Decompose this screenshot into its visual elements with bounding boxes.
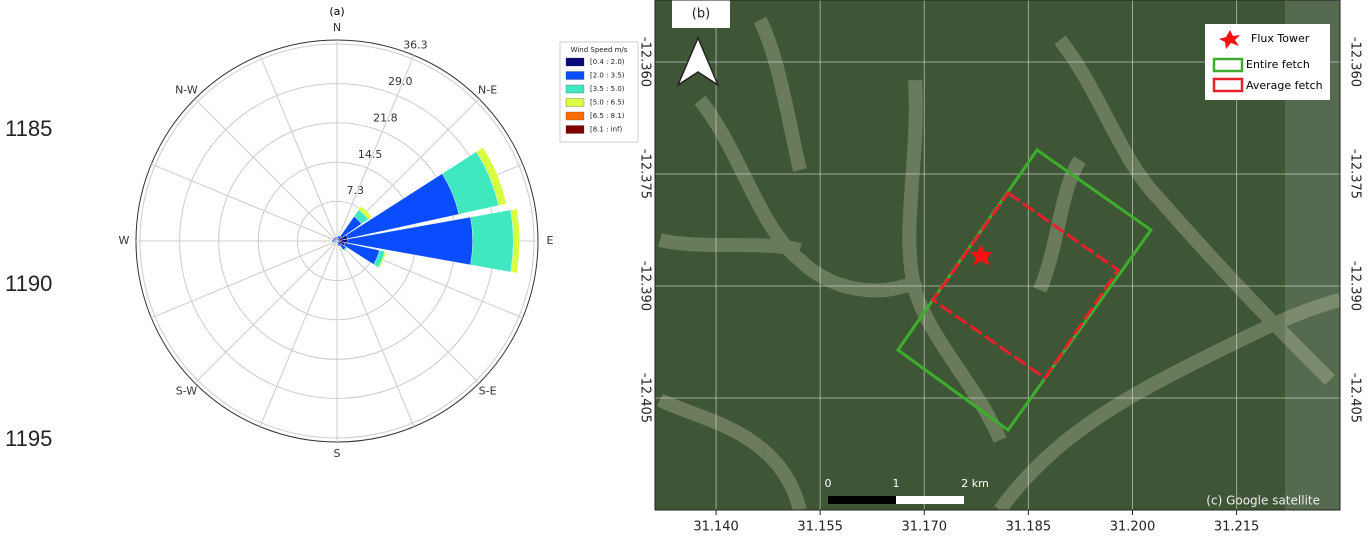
scale-label: 1 bbox=[893, 477, 900, 490]
direction-label: S bbox=[334, 447, 341, 460]
chart-title: (a) bbox=[329, 5, 344, 18]
legend-label: [2.0 : 3.5) bbox=[590, 72, 625, 80]
scale-bar bbox=[896, 496, 964, 504]
y-tick-label: -12.375 bbox=[1348, 149, 1363, 199]
legend-label: Entire fetch bbox=[1246, 58, 1310, 71]
x-tick-label: 31.170 bbox=[902, 520, 948, 535]
legend-title: Wind Speed m/s bbox=[571, 46, 628, 54]
direction-label: S-W bbox=[176, 385, 198, 398]
panel-label: (b) bbox=[692, 7, 710, 22]
x-tick-label: 31.200 bbox=[1110, 520, 1156, 535]
r-tick-label: 29.0 bbox=[388, 75, 413, 88]
legend-swatch bbox=[566, 72, 584, 80]
credit: (c) Google satellite bbox=[1206, 494, 1320, 508]
legend-label: [8.1 : inf) bbox=[590, 126, 623, 134]
x-tick-label: 31.155 bbox=[797, 520, 843, 535]
x-tick-label: 31.140 bbox=[693, 520, 739, 535]
y-tick-label: -12.360 bbox=[638, 37, 653, 87]
r-tick-label: 36.3 bbox=[403, 39, 428, 52]
y-tick-label: -12.405 bbox=[1348, 373, 1363, 423]
legend-label: [5.0 : 6.5) bbox=[590, 99, 625, 107]
direction-label: S-E bbox=[479, 385, 497, 398]
y-tick-label: -12.390 bbox=[638, 261, 653, 311]
legend-swatch bbox=[566, 58, 584, 66]
line-number: 1185 bbox=[5, 116, 52, 141]
r-tick-label: 14.5 bbox=[358, 148, 383, 161]
legend-swatch bbox=[566, 85, 584, 93]
legend-label: [0.4 : 2.0) bbox=[590, 58, 625, 66]
y-tick-label: -12.375 bbox=[638, 149, 653, 199]
direction-label: W bbox=[119, 234, 130, 247]
legend-label: Average fetch bbox=[1246, 79, 1323, 92]
scale-label: 2 km bbox=[961, 477, 989, 490]
x-tick-label: 31.215 bbox=[1214, 520, 1260, 535]
wind-rose: (a) Wind Speed m/s 7.3 14.5 21.8 29.0 36.3 N N… bbox=[119, 5, 638, 460]
legend-swatch bbox=[566, 112, 584, 120]
scale-bar bbox=[828, 496, 896, 504]
legend-label: Flux Tower bbox=[1251, 32, 1310, 45]
direction-label: N-W bbox=[175, 83, 198, 96]
direction-label: N bbox=[333, 21, 341, 34]
scale-label: 0 bbox=[825, 477, 832, 490]
direction-label: N-E bbox=[478, 83, 497, 96]
r-tick-label: 21.8 bbox=[373, 111, 398, 124]
legend-swatch bbox=[566, 126, 584, 134]
line-number: 1190 bbox=[5, 271, 52, 296]
map-panel: (b) Flux Tower Entire fetch Average fetc… bbox=[638, 0, 1363, 535]
y-tick-label: -12.405 bbox=[638, 373, 653, 423]
legend-label: [6.5 : 8.1) bbox=[590, 112, 625, 120]
direction-label: E bbox=[547, 234, 554, 247]
y-tick-label: -12.390 bbox=[1348, 261, 1363, 311]
legend-swatch bbox=[566, 99, 584, 107]
x-tick-label: 31.185 bbox=[1006, 520, 1052, 535]
y-tick-label: -12.360 bbox=[1348, 37, 1363, 87]
wind-segment bbox=[471, 210, 514, 272]
r-tick-label: 7.3 bbox=[346, 184, 364, 197]
legend-label: [3.5 : 5.0) bbox=[590, 85, 625, 93]
line-number: 1195 bbox=[5, 426, 52, 451]
